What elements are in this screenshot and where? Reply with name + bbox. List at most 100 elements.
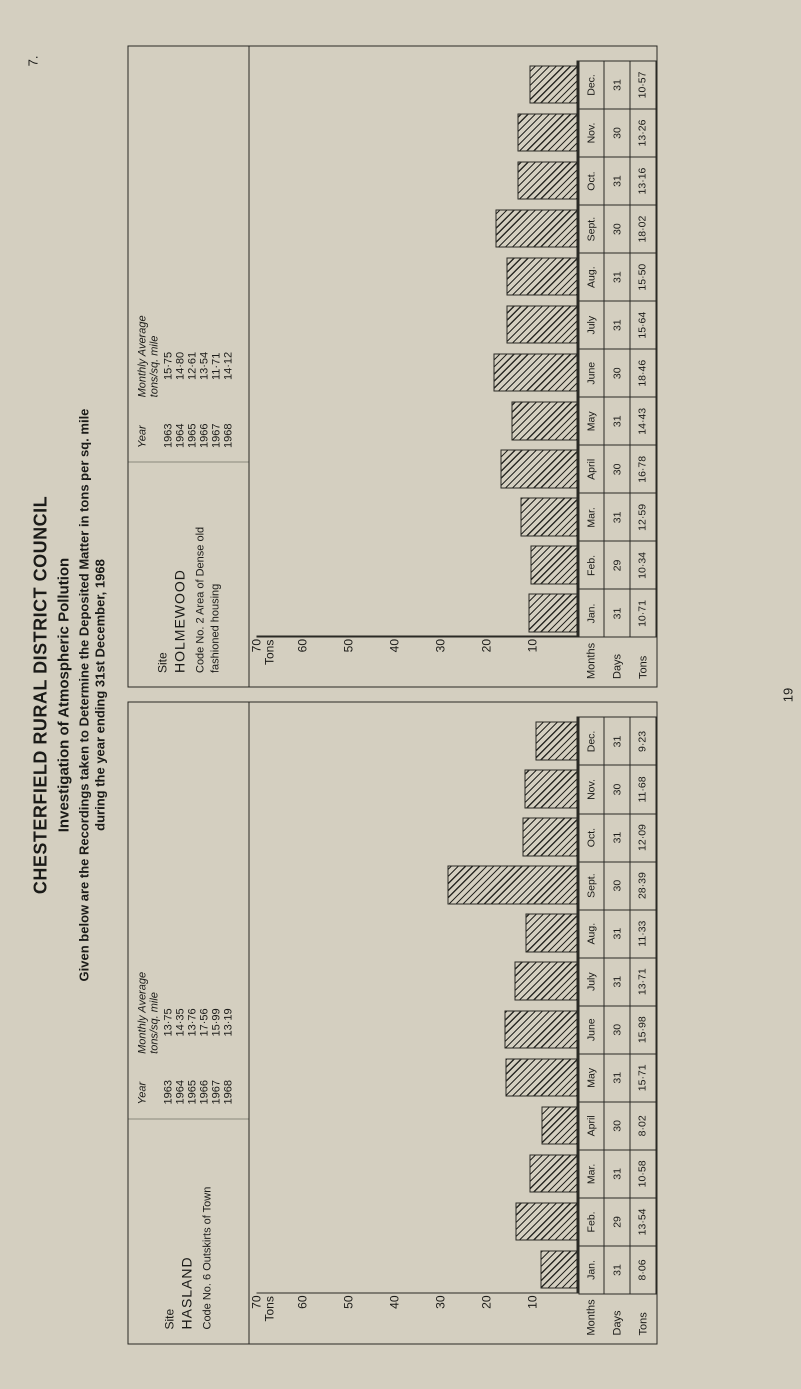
bar	[517, 161, 578, 199]
table-cell: 16·78	[629, 445, 655, 492]
table-cell: Aug.	[579, 910, 604, 957]
site-name: HOLMEWOOD	[171, 473, 187, 673]
plot-area	[256, 60, 578, 637]
table-cell: 10·57	[629, 61, 655, 108]
table-col: Dec.3110·57	[579, 61, 655, 109]
bar	[506, 257, 577, 295]
table-col: Dec.319·23	[579, 717, 655, 765]
bar	[520, 497, 578, 535]
table-cell: Dec.	[579, 61, 604, 108]
bar	[504, 1010, 578, 1048]
table-cell: 13·26	[629, 109, 655, 156]
table-col: Sept.3028·39	[579, 862, 655, 910]
table-cell: 13·71	[629, 958, 655, 1005]
table-cell: 31	[603, 301, 629, 348]
table-cell: 29	[603, 1198, 629, 1245]
table-cell: 31	[603, 253, 629, 300]
y-tick: 60	[295, 1295, 309, 1308]
page-description: Given below are the Recordings taken to …	[76, 45, 109, 1344]
table-cell: May	[579, 1054, 604, 1101]
table-col: Jan.318·06	[579, 1246, 655, 1293]
avg-row: 196814·12	[222, 56, 234, 448]
table-col: June3015·98	[579, 1006, 655, 1054]
table-cell: 31	[603, 157, 629, 204]
bar	[447, 865, 578, 903]
bar	[529, 1154, 578, 1192]
avg-row: 196512·61	[186, 56, 198, 448]
bar	[505, 1058, 577, 1096]
table-cell: 31	[603, 814, 629, 861]
table-cell: June	[579, 349, 604, 396]
table-cell: 31	[603, 717, 629, 764]
table-cell: 30	[603, 1102, 629, 1149]
y-tick: 40	[387, 639, 401, 652]
table-cell: 31	[603, 1246, 629, 1293]
plot-area	[256, 717, 578, 1294]
table-cell: Sept.	[579, 862, 604, 909]
y-tick: 30	[433, 639, 447, 652]
avg-row: 196613·54	[198, 56, 210, 448]
table-cell: 15·64	[629, 301, 655, 348]
table-cell: 10·71	[629, 589, 655, 636]
chart-block: SiteHOLMEWOODCode No. 2 Area of Dense ol…	[127, 45, 657, 688]
table-cell: 11·68	[629, 765, 655, 812]
row-label: Days	[604, 638, 630, 687]
y-tick: 10	[525, 1295, 539, 1308]
code-line: Code No. 6 Outskirts of Town	[200, 1129, 214, 1329]
y-tick: 50	[341, 1295, 355, 1308]
table-cell: 31	[603, 61, 629, 108]
avg-row: 196315·75	[162, 56, 174, 448]
table-cell: 11·33	[629, 910, 655, 957]
bar	[540, 1250, 577, 1288]
table-col: April308·02	[579, 1102, 655, 1150]
table-cell: Sept.	[579, 205, 604, 252]
table-cell: 31	[603, 493, 629, 540]
table-cell: 31	[603, 1054, 629, 1101]
avg-row: 196414·80	[174, 56, 186, 448]
table-cell: 13·16	[629, 157, 655, 204]
page-subtitle: Investigation of Atmospheric Pollution	[55, 45, 72, 1344]
row-label: Tons	[630, 1294, 656, 1343]
y-axis: 70605040302010	[256, 1293, 578, 1333]
table-cell: 29	[603, 541, 629, 588]
month-table: Jan.318·06Feb.2913·54Mar.3110·58April308…	[578, 717, 656, 1295]
bar	[506, 305, 578, 343]
y-tick: 30	[433, 1295, 447, 1308]
table-cell: 8·02	[629, 1102, 655, 1149]
avg-row: 196711·71	[210, 56, 222, 448]
bar	[511, 401, 577, 439]
avg-row: 196715·99	[210, 713, 222, 1105]
bar	[495, 209, 578, 247]
table-cell: Jan.	[579, 589, 604, 636]
table-cell: 30	[603, 765, 629, 812]
table-cell: Mar.	[579, 493, 604, 540]
table-cell: Nov.	[579, 109, 604, 156]
table-cell: Feb.	[579, 541, 604, 588]
row-label: Tons	[630, 638, 656, 687]
table-col: Aug.3111·33	[579, 910, 655, 958]
table-col: Jan.3110·71	[579, 589, 655, 636]
table-cell: Oct.	[579, 157, 604, 204]
site-name: HASLAND	[178, 1129, 194, 1329]
table-cell: Jan.	[579, 1246, 604, 1293]
table-cell: 8·06	[629, 1246, 655, 1293]
table-col: Sept.3018·02	[579, 205, 655, 253]
bar	[524, 769, 578, 807]
table-cell: 31	[603, 1150, 629, 1197]
table-cell: 31	[603, 958, 629, 1005]
table-cell: April	[579, 445, 604, 492]
table-cell: Mar.	[579, 1150, 604, 1197]
table-col: June3018·46	[579, 349, 655, 397]
row-label: Months	[578, 1294, 604, 1343]
avg-header: YearMonthly Average tons/sq. mile	[136, 56, 160, 448]
table-col: Aug.3115·50	[579, 253, 655, 301]
row-label: Days	[604, 1294, 630, 1343]
table-cell: 18·02	[629, 205, 655, 252]
y-tick: 60	[295, 639, 309, 652]
table-cell: Aug.	[579, 253, 604, 300]
table-col: Oct.3113·16	[579, 157, 655, 205]
page-title: CHESTERFIELD RURAL DISTRICT COUNCIL	[30, 45, 51, 1344]
table-cell: 13·54	[629, 1198, 655, 1245]
y-axis: 70605040302010	[256, 637, 578, 677]
table-cell: 30	[603, 109, 629, 156]
